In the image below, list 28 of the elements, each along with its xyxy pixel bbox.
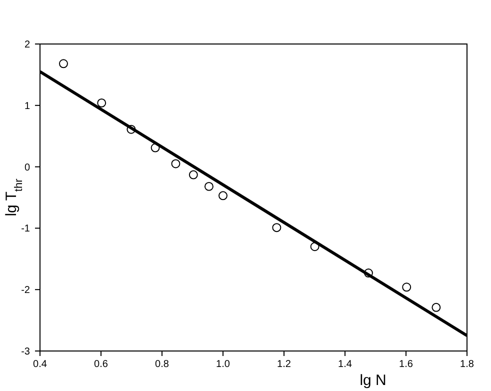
x-tick-label: 0.6 xyxy=(94,359,108,370)
point xyxy=(218,191,228,200)
y-tick-label: 1 xyxy=(24,100,30,112)
point xyxy=(126,124,136,134)
y-tick-label: 2 xyxy=(24,40,30,50)
point xyxy=(188,170,198,180)
x-tick-label: 1.2 xyxy=(277,359,292,370)
point xyxy=(432,302,441,312)
x-tick-label: 0.8 xyxy=(155,359,170,370)
x-tick-label: 1.0 xyxy=(216,359,230,370)
point xyxy=(97,98,106,108)
y-tick-label: 0 xyxy=(24,162,30,174)
x-tick-label: 0.4 xyxy=(33,359,48,370)
y-tick-label: -3 xyxy=(21,346,30,358)
point xyxy=(364,268,373,278)
point xyxy=(402,282,412,292)
point xyxy=(272,223,282,232)
x-tick-label: 1.8 xyxy=(460,359,474,370)
point xyxy=(58,59,68,68)
point xyxy=(150,143,160,152)
x-tick-label: 1.6 xyxy=(399,359,414,370)
x-tick-label: 1.4 xyxy=(338,359,352,370)
point xyxy=(171,159,180,168)
x-axis-title: lg N xyxy=(360,372,386,389)
y-tick-label: -1 xyxy=(21,224,30,235)
y-tick-label: -2 xyxy=(21,285,30,296)
point xyxy=(310,242,320,252)
point xyxy=(204,182,214,191)
